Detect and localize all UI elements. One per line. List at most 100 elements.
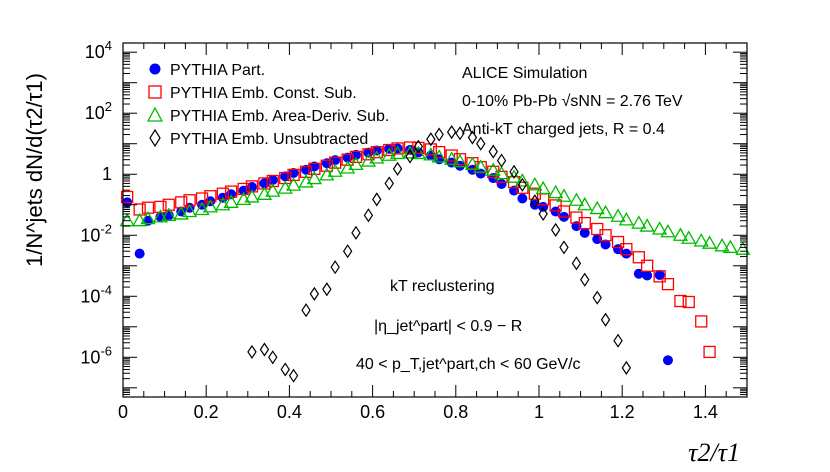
data-point <box>444 151 460 165</box>
data-point <box>434 127 444 142</box>
data-point <box>577 196 593 211</box>
data-point <box>285 177 302 191</box>
data-point <box>226 189 237 200</box>
data-marks <box>119 125 751 383</box>
data-point <box>237 182 250 196</box>
data-point <box>579 227 590 238</box>
data-point <box>701 235 718 249</box>
x-tick-label: 1.2 <box>610 402 635 422</box>
data-point <box>517 193 528 204</box>
data-point <box>681 230 697 244</box>
data-point <box>392 161 403 176</box>
data-point <box>348 156 364 171</box>
info-line-2: 0-10% Pb-Pb √sNN = 2.76 TeV <box>462 93 683 110</box>
data-point <box>431 149 447 163</box>
x-tick-label: 0.4 <box>277 402 302 422</box>
data-point <box>349 150 363 164</box>
data-point <box>341 153 354 166</box>
data-point <box>722 239 738 254</box>
data-point <box>259 342 270 357</box>
data-point <box>455 126 465 141</box>
data-point <box>514 173 530 187</box>
y-tick-label: 1 <box>102 164 112 184</box>
data-point <box>600 312 611 327</box>
x-tick-label: 0.6 <box>360 402 385 422</box>
data-point <box>672 227 689 241</box>
data-point <box>446 125 457 140</box>
legend-marker-const <box>148 85 162 99</box>
data-point <box>161 207 177 221</box>
x-tick-label: 0 <box>118 402 128 422</box>
data-point <box>372 192 382 207</box>
data-point <box>693 233 709 247</box>
data-point <box>654 269 665 280</box>
data-point <box>288 368 299 383</box>
x-axis-title: τ2/τ1 <box>688 438 740 467</box>
data-point <box>265 183 281 197</box>
data-point <box>496 178 507 189</box>
data-point <box>476 136 486 151</box>
data-point <box>589 200 605 215</box>
data-point <box>506 169 522 183</box>
data-point <box>662 355 673 366</box>
data-point <box>306 170 322 185</box>
data-point <box>362 148 375 161</box>
data-point <box>351 225 361 240</box>
data-point <box>530 194 540 209</box>
title-block: ALICE Simulation 0-10% Pb-Pb √sNN = 2.76… <box>462 65 683 138</box>
data-point <box>121 190 134 204</box>
data-point <box>578 216 591 230</box>
y-tick-label: 104 <box>85 38 112 62</box>
data-point <box>509 164 519 179</box>
legend-marker-part <box>149 63 161 75</box>
data-point <box>202 199 218 213</box>
x-tick-label: 1 <box>534 402 544 422</box>
data-point <box>140 210 156 225</box>
data-point <box>493 165 510 180</box>
data-point <box>279 171 292 185</box>
data-point <box>423 147 439 161</box>
data-point <box>559 240 569 255</box>
data-point <box>485 162 501 176</box>
data-point <box>652 221 668 235</box>
data-point <box>682 295 695 309</box>
data-point <box>405 149 415 164</box>
data-point <box>464 156 481 171</box>
data-point <box>621 360 632 375</box>
series-2 <box>119 145 751 255</box>
data-point <box>620 243 633 256</box>
data-point <box>592 290 602 305</box>
data-point <box>535 180 551 195</box>
legend-marker-unsub <box>149 128 161 148</box>
data-point <box>452 153 468 168</box>
data-point <box>280 362 290 377</box>
data-point <box>134 248 145 259</box>
data-point <box>301 303 311 318</box>
data-point <box>660 223 676 238</box>
data-point <box>556 188 572 202</box>
legend-label-unsub: PYTHIA Emb. Unsubtracted <box>170 131 368 148</box>
data-point <box>266 174 279 188</box>
data-point <box>568 192 585 206</box>
data-point <box>550 222 561 237</box>
data-point <box>453 153 467 166</box>
data-point <box>631 215 647 229</box>
legend-label-part: PYTHIA Part. <box>170 62 265 79</box>
data-point <box>223 194 239 208</box>
data-point <box>204 190 217 203</box>
series-3 <box>247 125 632 383</box>
legend-label-const: PYTHIA Emb. Const. Sub. <box>170 85 357 102</box>
data-point <box>488 144 498 159</box>
data-point <box>287 168 300 182</box>
data-point <box>268 350 278 365</box>
data-point <box>592 234 603 245</box>
data-point <box>162 198 175 211</box>
data-point <box>735 241 751 255</box>
legend-label-area: PYTHIA Emb. Area-Deriv. Sub. <box>170 108 389 125</box>
data-point <box>370 145 383 159</box>
data-point <box>410 145 426 160</box>
cuts-block: kT reclustering |η_jet^part| < 0.9 − R 4… <box>356 278 581 373</box>
data-point <box>342 244 353 259</box>
data-point <box>633 268 644 279</box>
data-point <box>641 259 654 272</box>
